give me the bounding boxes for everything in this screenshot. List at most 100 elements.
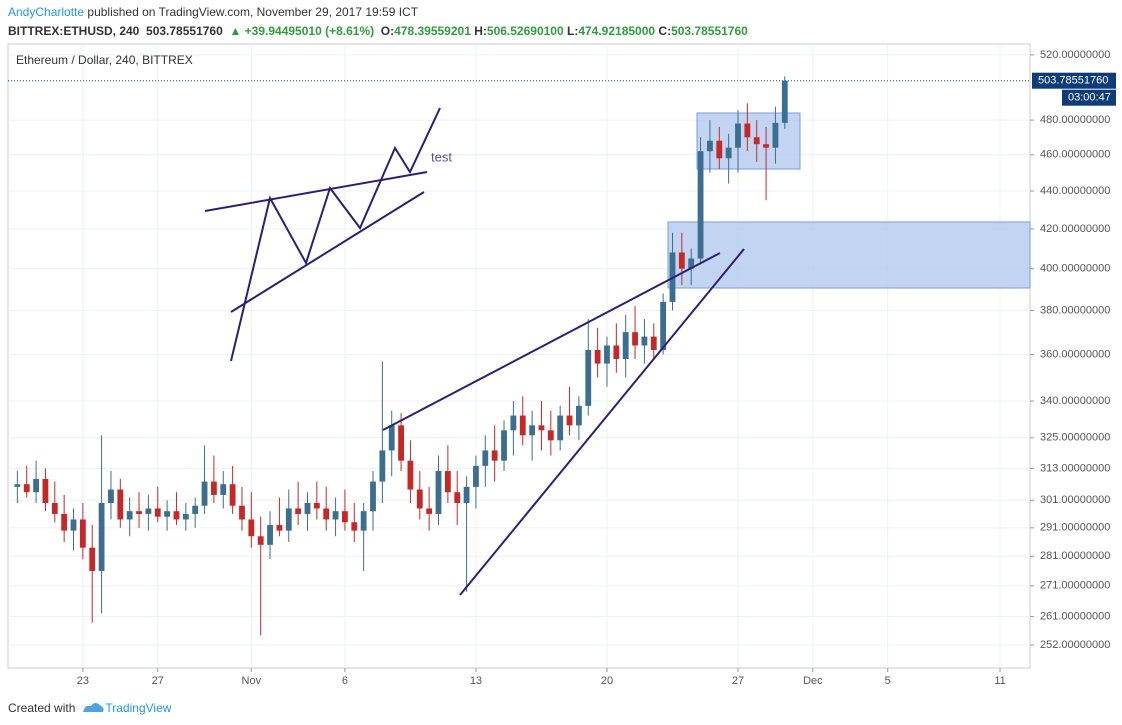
price-box xyxy=(1032,72,1116,89)
candle-body xyxy=(276,525,283,531)
candle-body xyxy=(781,80,788,123)
x-tick-label: 27 xyxy=(732,675,744,687)
candle-body xyxy=(370,481,376,512)
candle-body xyxy=(491,450,498,461)
candle-body xyxy=(529,425,536,436)
candle-body xyxy=(407,460,414,490)
candle-body xyxy=(566,415,573,426)
candle-body xyxy=(688,258,695,269)
footer: Created with TradingView xyxy=(8,698,171,715)
published: published on TradingView.com, November 2… xyxy=(87,5,419,19)
author[interactable]: AndyCharlotte xyxy=(8,5,85,19)
candle-body xyxy=(519,415,526,436)
candle-body xyxy=(33,478,39,493)
candle-body xyxy=(23,484,30,493)
ohlc-value: 474.92185000 xyxy=(578,24,656,38)
candle-body xyxy=(61,513,68,531)
candle-body xyxy=(14,484,21,487)
y-tick-label: 420.00000000 xyxy=(1040,223,1110,235)
candle-body xyxy=(454,492,461,504)
header: AndyCharlotte published on TradingView.c… xyxy=(8,3,748,41)
candle-body xyxy=(117,489,124,520)
header-line: AndyCharlotte published on TradingView.c… xyxy=(8,3,748,22)
candle-body xyxy=(678,252,685,269)
x-tick-label: 5 xyxy=(885,675,891,687)
chart: test Ethereum / Dollar, 240, BITTREX 252… xyxy=(7,43,1116,687)
y-tick-label: 325.00000000 xyxy=(1040,432,1110,444)
candle-body xyxy=(697,151,704,259)
ohlc-key: H: xyxy=(474,24,487,38)
zone-box xyxy=(667,221,1031,289)
candle-body xyxy=(398,425,404,461)
candle-body xyxy=(772,122,779,148)
candle-body xyxy=(444,471,451,493)
candle-body xyxy=(108,489,114,504)
candle-body xyxy=(725,147,732,159)
candle-body xyxy=(267,525,273,545)
candle-body xyxy=(547,430,554,441)
candle-body xyxy=(248,519,255,537)
candle-body xyxy=(744,123,751,138)
y-tick-label: 480.00000000 xyxy=(1040,114,1110,126)
candle-body xyxy=(463,486,470,504)
logo xyxy=(83,703,105,712)
x-tick-label: 6 xyxy=(342,675,348,687)
y-tick-label: 380.00000000 xyxy=(1040,304,1110,316)
brand[interactable]: TradingView xyxy=(105,701,172,715)
x-tick-label: 20 xyxy=(601,675,613,687)
candle-body xyxy=(557,415,564,441)
annotation: test xyxy=(431,149,452,164)
x-tick-label: 13 xyxy=(470,675,482,687)
x-tick-label: 23 xyxy=(77,675,89,687)
candle-body xyxy=(501,430,507,461)
candle-body xyxy=(220,484,227,495)
y-tick-label: 261.00000000 xyxy=(1040,610,1110,622)
ohlc-key: L: xyxy=(566,24,579,38)
last: 503.78551760 xyxy=(146,24,223,38)
candle-body xyxy=(351,522,358,531)
candle-body xyxy=(716,140,723,159)
candle-body xyxy=(575,405,582,426)
ohlc-value: 503.78551760 xyxy=(671,24,748,38)
x-tick-label: 27 xyxy=(152,675,164,687)
grid xyxy=(8,44,1030,668)
candle-body xyxy=(613,345,620,360)
candle-body xyxy=(510,415,517,431)
candle-body xyxy=(126,511,133,520)
y-tick-label: 520.00000000 xyxy=(1040,49,1110,61)
y-tick-label: 252.00000000 xyxy=(1040,639,1110,651)
ohlc-value: 478.39559201 xyxy=(394,24,471,38)
candle-body xyxy=(388,425,395,451)
candle-body xyxy=(660,301,667,350)
candle-body xyxy=(257,536,264,545)
candle-body xyxy=(145,508,152,514)
candle-body xyxy=(323,508,330,520)
quote-line: BITTREX:ETHUSD, 240 503.78551760 ▲ +39.9… xyxy=(8,22,748,41)
candle-body xyxy=(304,503,311,514)
symbol: BITTREX:ETHUSD, 240 xyxy=(8,24,140,38)
candle-body xyxy=(538,425,545,431)
y-tick-label: 400.00000000 xyxy=(1040,263,1110,275)
countdown-box xyxy=(1062,89,1116,106)
candle-body xyxy=(416,489,423,509)
candle-body xyxy=(753,137,760,145)
trend-line xyxy=(204,171,428,212)
plot-area xyxy=(7,43,1031,669)
candle-body xyxy=(342,511,348,523)
candle-body xyxy=(239,505,245,520)
candle-body xyxy=(51,503,58,514)
candle-body xyxy=(98,503,105,571)
candle-body xyxy=(70,519,77,531)
candle-body xyxy=(154,508,161,517)
candle-body xyxy=(426,508,433,514)
candle-body xyxy=(201,481,208,506)
candle-body xyxy=(650,336,657,350)
candle-body xyxy=(435,471,442,514)
candle-body xyxy=(79,519,86,548)
ohlc: O:478.39559201 H:506.52690100 L:474.9218… xyxy=(381,24,748,38)
candle-body xyxy=(473,465,479,487)
y-tick-label: 440.00000000 xyxy=(1040,185,1110,197)
candle-body xyxy=(229,484,236,506)
candle-body xyxy=(622,332,629,360)
